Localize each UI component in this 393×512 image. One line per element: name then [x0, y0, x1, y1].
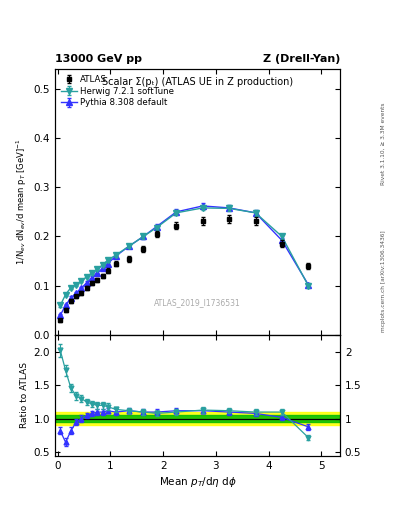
Text: Rivet 3.1.10, ≥ 3.3M events: Rivet 3.1.10, ≥ 3.3M events	[381, 102, 386, 185]
Text: Scalar Σ(pₜ) (ATLAS UE in Z production): Scalar Σ(pₜ) (ATLAS UE in Z production)	[102, 77, 293, 87]
Bar	[55, 412, 340, 425]
Y-axis label: Ratio to ATLAS: Ratio to ATLAS	[20, 362, 29, 428]
Bar	[55, 415, 340, 422]
Legend: ATLAS, Herwig 7.2.1 softTune, Pythia 8.308 default: ATLAS, Herwig 7.2.1 softTune, Pythia 8.3…	[59, 73, 176, 109]
Text: ATLAS_2019_I1736531: ATLAS_2019_I1736531	[154, 298, 241, 308]
Text: 13000 GeV pp: 13000 GeV pp	[55, 54, 142, 64]
Text: Z (Drell-Yan): Z (Drell-Yan)	[263, 54, 340, 64]
X-axis label: Mean $p_T$/d$\eta$ d$\phi$: Mean $p_T$/d$\eta$ d$\phi$	[158, 475, 237, 489]
Text: mcplots.cern.ch [arXiv:1306.3436]: mcplots.cern.ch [arXiv:1306.3436]	[381, 231, 386, 332]
Y-axis label: 1/N$_{ev}$ dN$_{ev}$/d mean p$_T$ [GeV]$^{-1}$: 1/N$_{ev}$ dN$_{ev}$/d mean p$_T$ [GeV]$…	[15, 139, 29, 265]
